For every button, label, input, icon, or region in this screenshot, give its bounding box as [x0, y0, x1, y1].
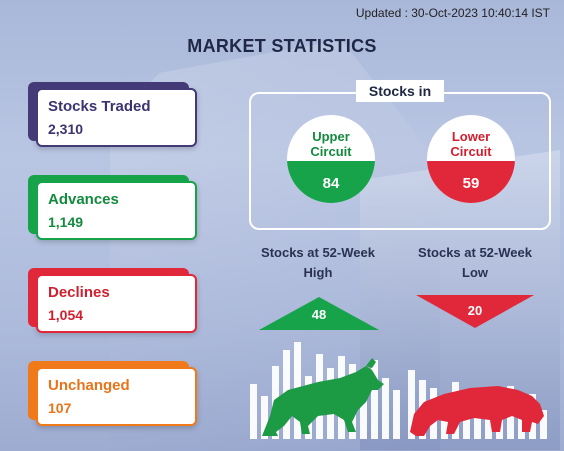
upper-circuit-label-line2: Circuit [310, 144, 352, 159]
stocks-traded-card[interactable]: Stocks Traded 2,310 [36, 88, 197, 147]
unchanged-label: Unchanged [48, 377, 130, 394]
lower-circuit-label: Lower Circuit [427, 115, 515, 161]
52-week-low-label-line2: Low [462, 265, 488, 280]
declines-label: Declines [48, 284, 110, 301]
bull-icon [262, 358, 384, 436]
52-week-high-label-line2: High [303, 265, 333, 280]
unchanged-value: 107 [48, 400, 72, 416]
declines-card[interactable]: Declines 1,054 [36, 274, 197, 333]
decorative-bars [248, 336, 558, 439]
stocks-traded-value: 2,310 [48, 121, 84, 137]
lower-circuit-label-line2: Circuit [450, 144, 492, 159]
updated-timestamp: Updated : 30-Oct-2023 10:40:14 IST [355, 6, 550, 20]
stocks-traded-label: Stocks Traded [48, 98, 151, 115]
52-week-low-value: 20 [467, 303, 483, 318]
page-title: MARKET STATISTICS [187, 36, 377, 56]
bars-graphic [250, 342, 547, 439]
bear-icon [410, 386, 544, 436]
stocks-in-title: Stocks in [356, 80, 444, 102]
advances-card[interactable]: Advances 1,149 [36, 181, 197, 240]
upper-circuit-label-line1: Upper [312, 129, 350, 144]
declines-value: 1,054 [48, 307, 84, 323]
52-week-low-label-line1: Stocks at 52-Week [418, 245, 532, 260]
advances-label: Advances [48, 191, 119, 208]
lower-circuit-badge[interactable]: Lower Circuit 59 [427, 115, 515, 203]
upper-circuit-label: Upper Circuit [287, 115, 375, 161]
advances-value: 1,149 [48, 214, 84, 230]
52-week-low-label: Stocks at 52-Week Low [405, 243, 545, 283]
upper-circuit-badge[interactable]: Upper Circuit 84 [287, 115, 375, 203]
52-week-high-label-line1: Stocks at 52-Week [261, 245, 375, 260]
52-week-high-label: Stocks at 52-Week High [248, 243, 388, 283]
52-week-high-value: 48 [311, 307, 327, 322]
lower-circuit-label-line1: Lower [451, 129, 491, 144]
unchanged-card[interactable]: Unchanged 107 [36, 367, 197, 426]
